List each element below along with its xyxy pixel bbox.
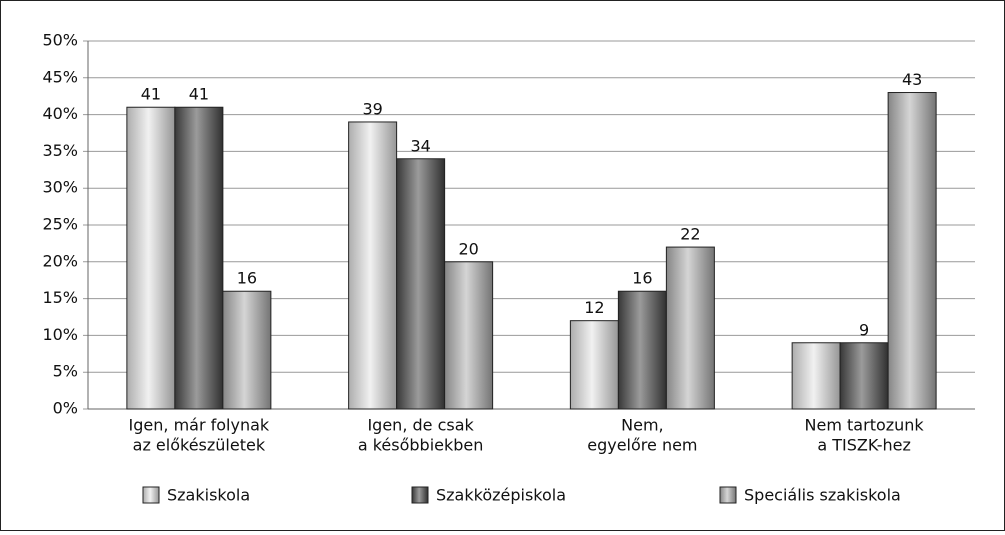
data-label: 16	[237, 269, 257, 288]
legend-label: Szakiskola	[167, 486, 250, 505]
bar	[839, 342, 889, 410]
bar	[617, 290, 667, 410]
data-label: 41	[189, 85, 209, 104]
y-tick-label: 0%	[53, 399, 78, 418]
data-label: 39	[362, 99, 382, 118]
data-label: 20	[458, 239, 478, 258]
bar	[791, 342, 841, 410]
bar	[126, 106, 176, 410]
legend-label: Speciális szakiskola	[744, 486, 901, 505]
x-tick-label: Igen, de csak	[367, 416, 474, 435]
bar	[396, 158, 446, 410]
bar	[569, 320, 619, 410]
x-tick-label: egyelőre nem	[587, 436, 697, 455]
data-label: 41	[141, 85, 161, 104]
y-tick-label: 50%	[42, 31, 78, 50]
bar	[887, 92, 937, 410]
legend-label: Szakközépiskola	[436, 486, 566, 505]
y-tick-label: 20%	[42, 251, 78, 270]
x-tick-label: a későbbiekben	[358, 436, 484, 455]
y-tick-label: 30%	[42, 178, 78, 197]
y-tick-label: 25%	[42, 215, 78, 234]
bar	[444, 261, 494, 410]
legend-swatch	[411, 486, 429, 504]
y-tick-label: 5%	[53, 362, 78, 381]
data-label: 12	[584, 298, 604, 317]
data-label: 16	[632, 269, 652, 288]
data-label: 43	[902, 70, 922, 89]
data-label: 9	[859, 320, 869, 339]
bar	[222, 290, 272, 410]
x-tick-label: Nem tartozunk	[805, 416, 925, 435]
legend-swatch	[719, 486, 737, 504]
y-tick-label: 15%	[42, 288, 78, 307]
bar	[174, 106, 224, 410]
x-tick-label: az előkészületek	[133, 436, 266, 455]
x-tick-label: a TISZK-hez	[817, 436, 910, 455]
y-tick-label: 45%	[42, 67, 78, 86]
x-tick-label: Igen, már folynak	[129, 416, 270, 435]
legend-swatch	[142, 486, 160, 504]
y-tick-label: 10%	[42, 325, 78, 344]
y-tick-label: 40%	[42, 104, 78, 123]
x-tick-label: Nem,	[621, 416, 663, 435]
data-label: 22	[680, 225, 700, 244]
data-label: 34	[410, 136, 430, 155]
bar	[665, 246, 715, 410]
bar	[348, 121, 398, 410]
y-tick-label: 35%	[42, 141, 78, 160]
